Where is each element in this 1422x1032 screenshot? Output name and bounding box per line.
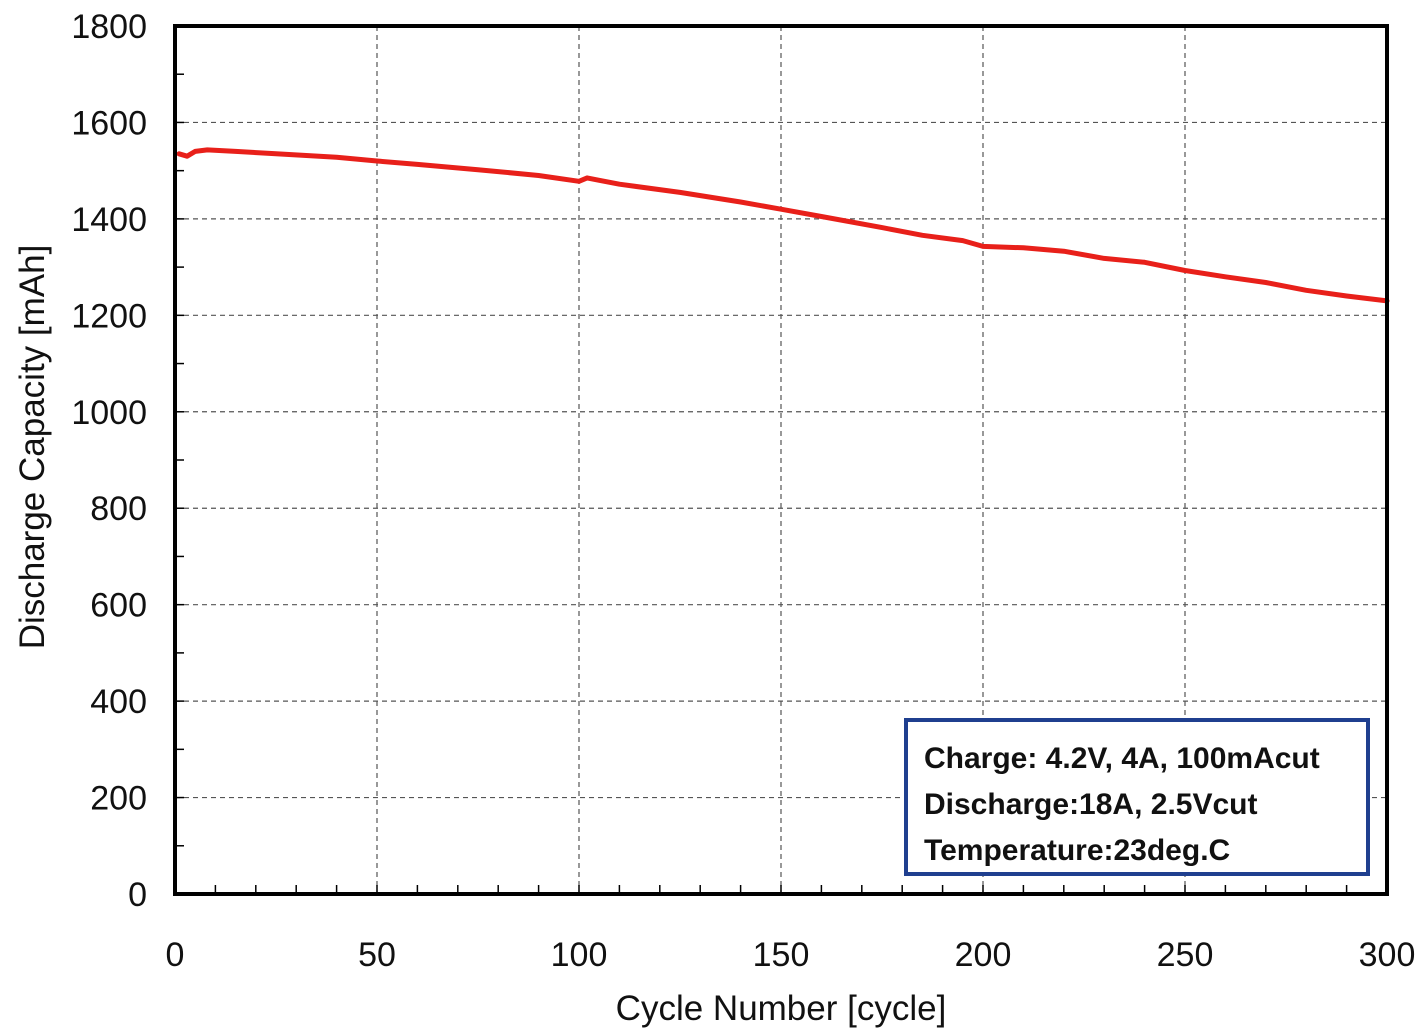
y-tick-label: 1000 [71, 394, 147, 432]
x-tick-label: 250 [1157, 936, 1214, 974]
discharge-condition: Discharge:18A, 2.5Vcut [924, 788, 1257, 821]
conditions-box-border [904, 718, 1370, 876]
grid-lines [175, 26, 1387, 894]
series-layer [176, 147, 1390, 304]
x-tick-labels: 0 50 100 150 200 250 300 [166, 936, 1416, 974]
y-tick-labels: 0 200 400 600 800 1000 1200 1400 1600 1800 [71, 8, 147, 914]
x-axis-label: Cycle Number [cycle] [616, 989, 947, 1028]
x-tick-label: 300 [1359, 936, 1416, 974]
charge-condition: Charge: 4.2V, 4A, 100mAcut [924, 742, 1320, 775]
minor-ticks [175, 73, 1348, 894]
plot-frame [173, 24, 1389, 896]
temperature-condition: Temperature:23deg.C [924, 834, 1230, 867]
x-tick-label: 200 [955, 936, 1012, 974]
y-tick-label: 600 [90, 587, 147, 625]
x-tick-label: 100 [551, 936, 608, 974]
y-tick-label: 1800 [71, 8, 147, 46]
y-tick-label: 1400 [71, 201, 147, 239]
y-tick-label: 800 [90, 490, 147, 528]
y-tick-label: 1600 [71, 104, 147, 142]
y-tick-label: 400 [90, 683, 147, 721]
y-tick-label: 0 [128, 876, 147, 914]
x-tick-label: 50 [358, 936, 396, 974]
capacity-series-line [176, 147, 1390, 304]
y-axis-label: Discharge Capacity [mAh] [13, 245, 52, 650]
x-tick-label: 150 [753, 936, 810, 974]
y-tick-label: 1200 [71, 297, 147, 335]
x-tick-label: 0 [166, 936, 185, 974]
conditions-box: Charge: 4.2V, 4A, 100mAcut Discharge:18A… [904, 718, 1370, 876]
y-tick-label: 200 [90, 780, 147, 818]
